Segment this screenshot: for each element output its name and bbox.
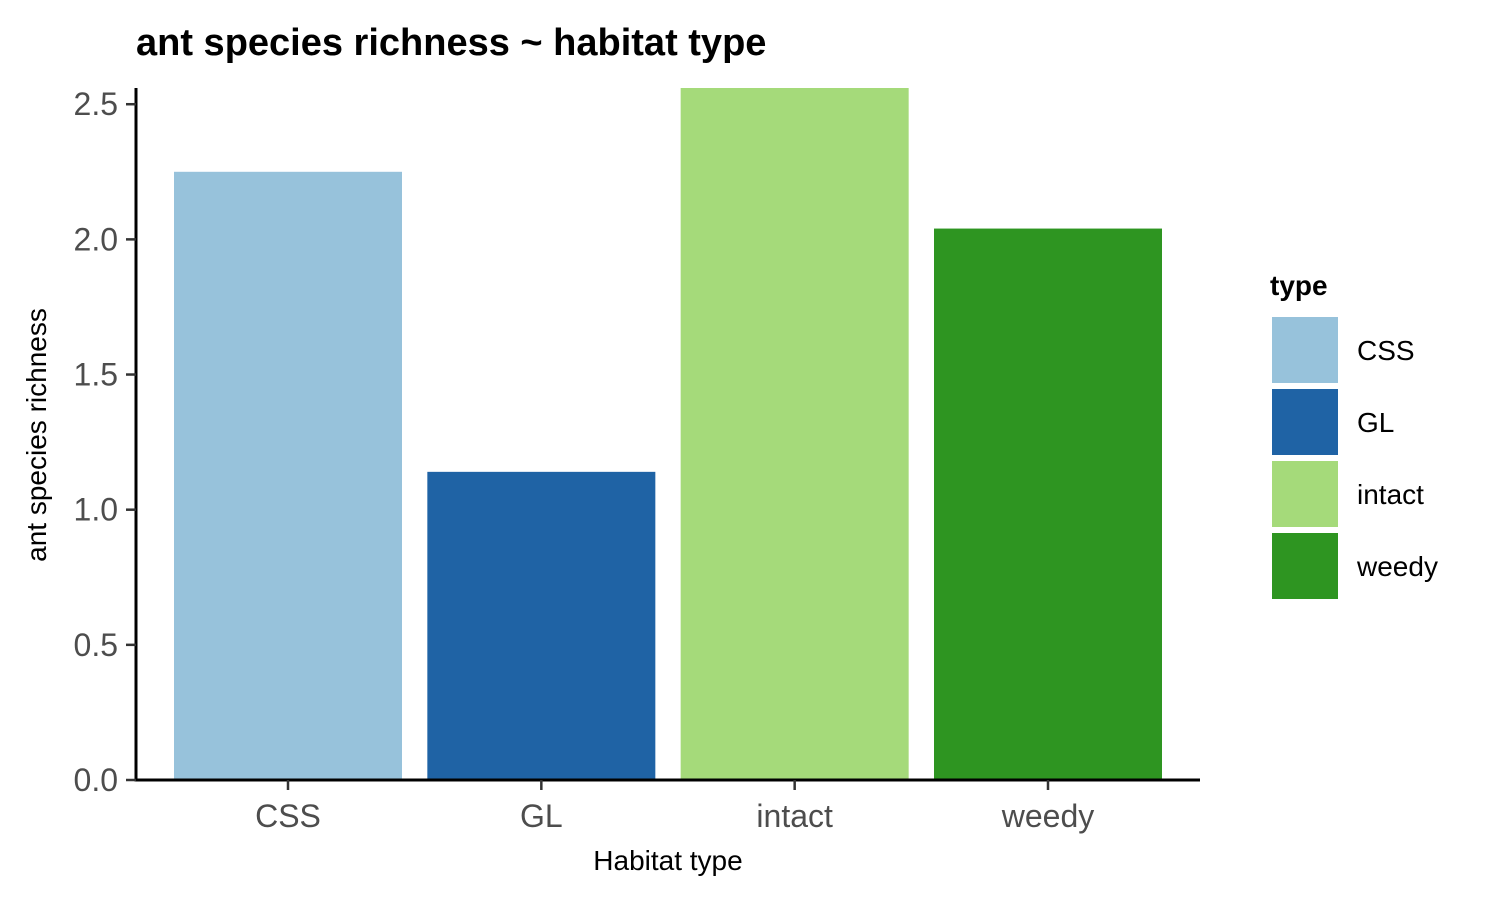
legend-label: intact <box>1357 479 1424 510</box>
axes-layer: 0.0 0.5 1.0 1.5 2.0 2.5 CSS GL intact weedy <box>74 86 1200 834</box>
x-tick-label: CSS <box>255 798 321 834</box>
y-tick-label: 2.0 <box>74 221 118 257</box>
bars-layer <box>174 88 1162 780</box>
legend-title: type <box>1270 270 1328 301</box>
x-tick-label: weedy <box>1001 798 1095 834</box>
y-tick-label: 2.5 <box>74 86 118 122</box>
legend-key-CSS <box>1272 317 1338 383</box>
legend-key-GL <box>1272 389 1338 455</box>
x-tick-label: GL <box>520 798 563 834</box>
legend-key-intact <box>1272 461 1338 527</box>
legend-items: CSS GL intact weedy <box>1272 317 1438 599</box>
x-tick-label: intact <box>756 798 833 834</box>
legend-label: weedy <box>1356 551 1438 582</box>
y-axis-title: ant species richness <box>21 308 52 562</box>
y-tick-label: 1.0 <box>74 492 118 528</box>
y-tick-label: 0.0 <box>74 762 118 798</box>
legend-label: CSS <box>1357 335 1415 366</box>
bar-GL <box>427 471 656 780</box>
bar-weedy <box>934 228 1162 780</box>
legend-label: GL <box>1357 407 1394 438</box>
chart-title: ant species richness ~ habitat type <box>136 22 766 64</box>
legend: type CSS GL intact weedy <box>1270 270 1438 599</box>
bar-intact <box>680 88 909 780</box>
legend-key-weedy <box>1272 533 1338 599</box>
x-axis-title: Habitat type <box>593 845 742 876</box>
y-tick-label: 0.5 <box>74 627 118 663</box>
bar-CSS <box>174 171 402 780</box>
y-tick-label: 1.5 <box>74 357 118 393</box>
